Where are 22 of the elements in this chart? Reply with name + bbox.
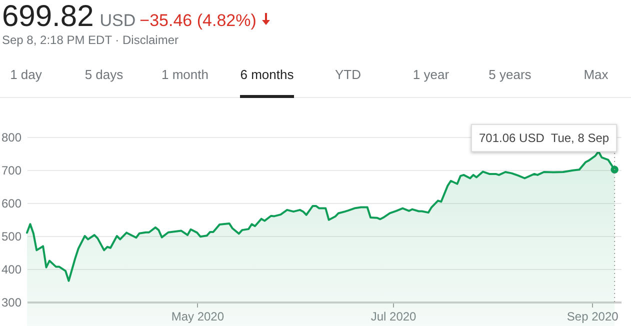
y-tick-label: 500 bbox=[1, 230, 22, 244]
x-tick-label: May 2020 bbox=[171, 310, 224, 324]
text: YTD bbox=[335, 67, 361, 82]
text: 1 year bbox=[412, 67, 450, 82]
y-tick-label: 300 bbox=[1, 296, 22, 310]
text: 6 months bbox=[240, 67, 294, 82]
y-tick-label: 600 bbox=[1, 196, 22, 210]
text: 1 month bbox=[162, 67, 208, 82]
x-tick-label: Sep 2020 bbox=[566, 310, 619, 324]
y-tick-label: 400 bbox=[1, 262, 22, 276]
annotation: 701.06 USD Tue, 8 Sep bbox=[471, 124, 618, 152]
text: Max bbox=[584, 67, 608, 82]
text: USD bbox=[100, 11, 136, 30]
y-tick-label: 800 bbox=[1, 130, 22, 144]
text: −35.46 (4.82%) bbox=[140, 11, 256, 30]
y-tick-label: 700 bbox=[1, 164, 22, 178]
text: 5 years bbox=[488, 67, 532, 82]
chart-title: 699.82 bbox=[2, 0, 94, 33]
text: 5 days bbox=[84, 67, 124, 82]
text: 1 day bbox=[10, 67, 42, 82]
x-tick-label: Jul 2020 bbox=[370, 310, 417, 324]
text: Sep 8, 2:18 PM EDT · Disclaimer bbox=[2, 33, 179, 47]
